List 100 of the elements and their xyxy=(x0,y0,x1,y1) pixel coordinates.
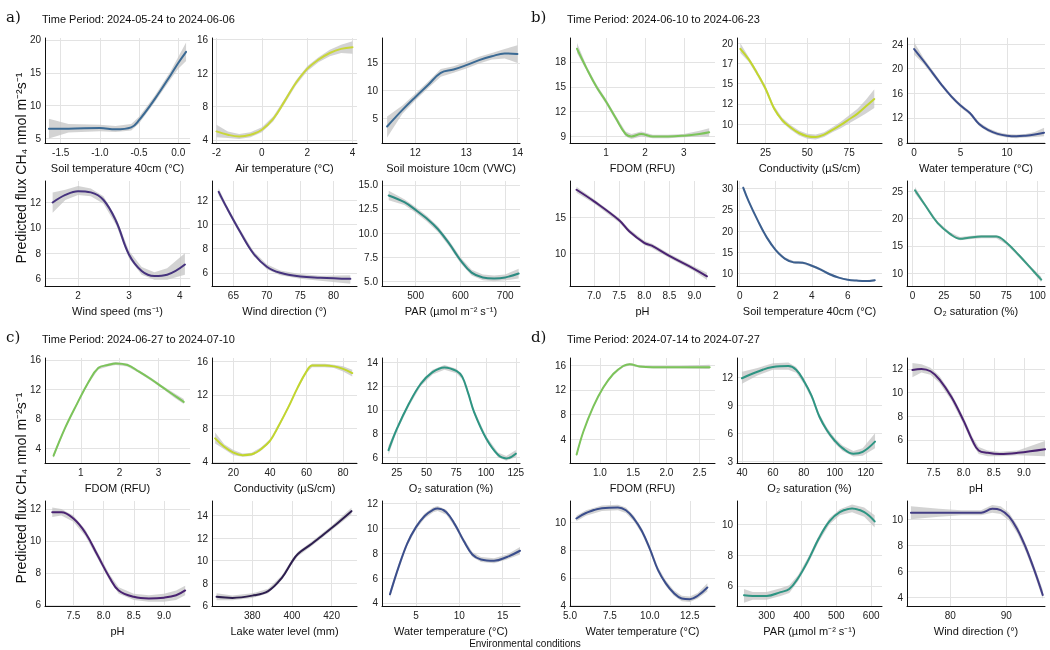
x-axis-title: pH xyxy=(110,624,125,637)
y-tick-label: 10 xyxy=(891,513,904,525)
y-tick-label: 14 xyxy=(196,510,209,522)
y-tick-label: 30 xyxy=(721,183,734,195)
x-axis-title: PAR (µmol m⁻² s⁻¹) xyxy=(404,304,498,317)
y-tick-label: 7.5 xyxy=(364,251,379,263)
x-axis-title: pH xyxy=(968,481,984,494)
x-tick-label: 6 xyxy=(845,289,851,301)
x-tick-label: 100 xyxy=(826,466,844,478)
y-tick-label: 4 xyxy=(202,134,209,146)
x-tick-label: 0 xyxy=(909,289,916,301)
x-tick-label: 5 xyxy=(957,146,964,158)
chart-title: Time Period: 2024-07-14 to 2024-07-27 xyxy=(567,333,760,345)
x-tick-label: 25 xyxy=(759,146,772,158)
y-tick-label: 12.5 xyxy=(358,203,379,215)
x-tick-label: 3 xyxy=(681,146,688,158)
x-tick-label: 50 xyxy=(801,146,814,158)
x-tick-label: -1.5 xyxy=(52,146,70,158)
x-tick-label: 8.0 xyxy=(96,609,111,621)
x-tick-label: 1 xyxy=(77,466,84,478)
x-tick-label: 380 xyxy=(243,609,262,621)
y-tick-label: 10 xyxy=(721,519,734,531)
x-tick-label: 9.0 xyxy=(157,609,172,621)
y-tick-label: 20 xyxy=(721,225,734,237)
y-tick-label: 15 xyxy=(554,81,567,93)
y-tick-label: 8 xyxy=(897,136,904,148)
x-tick-label: 50 xyxy=(421,466,433,478)
x-tick-label: 7.5 xyxy=(66,609,81,621)
y-tick-label: 12 xyxy=(196,67,209,79)
x-axis-title: FDOM (RFU) xyxy=(84,481,151,494)
x-tick-label: 75 xyxy=(450,466,463,478)
x-tick-label: 9.0 xyxy=(1016,466,1032,478)
x-tick-label: 15 xyxy=(497,609,509,621)
x-tick-label: 0.0 xyxy=(171,146,186,158)
x-tick-label: 0 xyxy=(736,289,743,301)
x-tick-label: 2 xyxy=(304,146,311,158)
y-tick-label: 25 xyxy=(721,204,734,216)
y-tick-label: 4 xyxy=(372,597,379,609)
y-tick-label: 6 xyxy=(35,599,42,611)
text: c) xyxy=(6,328,21,346)
x-axis-title: Soil moisture 10cm (VWC) xyxy=(386,161,516,174)
x-tick-label: -2 xyxy=(212,146,222,158)
y-tick-label: 10 xyxy=(554,248,567,260)
x-tick-label: 70 xyxy=(261,289,273,301)
y-tick-label: 4 xyxy=(560,599,567,611)
y-tick-label: 8 xyxy=(372,547,379,559)
x-tick-label: 125 xyxy=(507,466,525,478)
y-tick-label: 15 xyxy=(721,246,734,258)
x-tick-label: 420 xyxy=(323,609,341,621)
x-axis-title: pH xyxy=(635,304,650,317)
x-tick-label: 1 xyxy=(603,146,610,158)
chart-title: Time Period: 2024-06-10 to 2024-06-23 xyxy=(567,13,760,25)
y-tick-label: 12 xyxy=(366,380,379,392)
y-tick-label: 12 xyxy=(196,532,209,544)
y-tick-label: 20 xyxy=(891,213,904,225)
x-tick-label: 1.0 xyxy=(592,466,608,478)
y-tick-label: 14 xyxy=(366,357,379,369)
x-tick-label: 10 xyxy=(453,609,466,621)
y-tick-label: 6 xyxy=(727,427,734,439)
x-tick-label: 500 xyxy=(828,609,846,621)
x-tick-label: 3 xyxy=(126,289,133,301)
x-tick-label: 25 xyxy=(391,466,403,478)
y-tick-label: 15 xyxy=(29,67,42,79)
y-tick-label: 4 xyxy=(897,592,904,604)
x-tick-label: 80 xyxy=(944,609,957,621)
x-tick-label: -1.0 xyxy=(91,146,109,158)
y-tick-label: 12 xyxy=(721,371,734,383)
y-tick-label: 8 xyxy=(897,410,904,422)
y-tick-label: 8 xyxy=(727,549,734,561)
y-tick-label: 10 xyxy=(366,85,379,97)
x-tick-label: 7.5 xyxy=(926,466,941,478)
x-tick-label: 12 xyxy=(409,146,422,158)
x-tick-label: 2.5 xyxy=(692,466,708,478)
chart-title: Time Period: 2024-05-24 to 2024-06-06 xyxy=(42,13,235,25)
x-tick-label: 8.0 xyxy=(637,289,652,301)
text: a) xyxy=(6,8,21,26)
x-axis-title: Wind speed (ms⁻¹) xyxy=(72,304,163,317)
x-tick-label: 7.5 xyxy=(612,289,627,301)
y-tick-label: 10 xyxy=(29,100,42,112)
x-tick-label: 10.0 xyxy=(640,609,661,621)
x-tick-label: 60 xyxy=(300,466,313,478)
y-tick-label: 9 xyxy=(727,399,734,411)
y-axis-title: Predicted flux CH₄ nmol m⁻²s⁻¹ xyxy=(11,392,30,584)
y-tick-label: 4 xyxy=(560,433,567,445)
x-tick-label: 80 xyxy=(798,466,810,478)
y-tick-label: 9 xyxy=(560,130,567,142)
x-tick-label: 75 xyxy=(294,289,307,301)
y-tick-label: 12 xyxy=(196,194,209,206)
x-tick-label: 40 xyxy=(264,466,276,478)
y-tick-label: 6 xyxy=(727,580,734,592)
y-tick-label: 8 xyxy=(202,577,209,589)
y-tick-label: 10 xyxy=(366,522,379,534)
x-axis-title: Wind direction (°) xyxy=(242,304,327,317)
x-tick-label: 2 xyxy=(75,289,82,301)
y-tick-label: 5 xyxy=(372,112,379,124)
y-tick-label: 10 xyxy=(29,535,42,547)
y-tick-label: 12 xyxy=(554,106,567,118)
y-tick-label: 3 xyxy=(727,455,734,467)
x-axis-title: Soil temperature 40cm (°C) xyxy=(50,161,185,174)
x-tick-label: 75 xyxy=(1000,289,1013,301)
